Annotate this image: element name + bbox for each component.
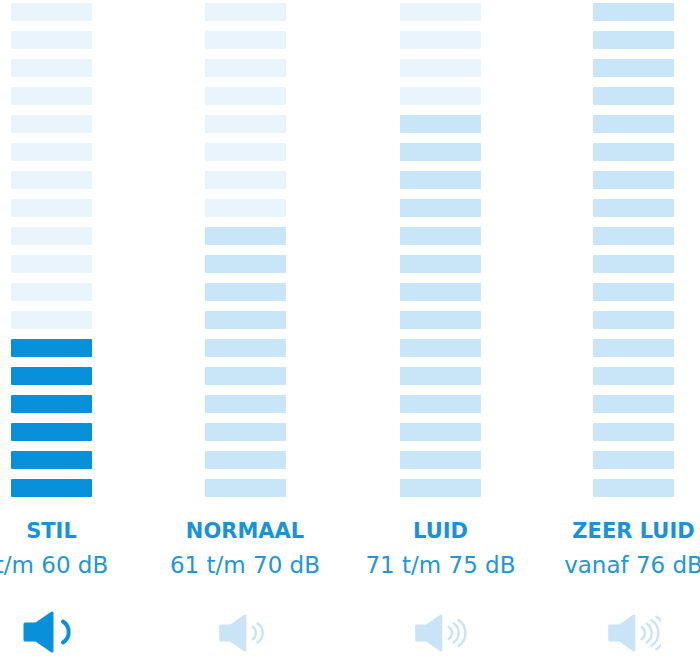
meter-segment — [593, 255, 674, 273]
meter-segment — [11, 87, 92, 105]
meter-segment — [593, 227, 674, 245]
meter-segment — [205, 311, 286, 329]
meter-segment — [205, 227, 286, 245]
category-label: NORMAAL — [186, 521, 304, 542]
meter-segment — [400, 451, 481, 469]
meter-segment — [205, 423, 286, 441]
meter-segment — [400, 87, 481, 105]
category-label: STIL — [26, 521, 77, 542]
meter-segment — [593, 115, 674, 133]
category-label: LUID — [413, 521, 468, 542]
meter-segment — [11, 479, 92, 497]
meter-segment — [400, 199, 481, 217]
category-label: ZEER LUID — [572, 521, 694, 542]
meter-segment — [205, 87, 286, 105]
meter-segment — [400, 3, 481, 21]
meter-segment — [205, 339, 286, 357]
meter-column-stil: STILt/m 60 dB — [11, 0, 92, 656]
meter-segment — [400, 479, 481, 497]
meter-segment — [400, 255, 481, 273]
meter-segment — [400, 283, 481, 301]
meter-segment — [205, 171, 286, 189]
meter-segment — [400, 395, 481, 413]
meter-segment — [593, 283, 674, 301]
meter-segment — [11, 283, 92, 301]
meter-segment — [400, 143, 481, 161]
meter-segment — [11, 199, 92, 217]
meter-segment — [205, 3, 286, 21]
noise-level-chart: STILt/m 60 dBNORMAAL61 t/m 70 dBLUID71 t… — [0, 0, 700, 656]
meter-segment — [205, 395, 286, 413]
meter-segment — [11, 311, 92, 329]
meter-segment — [400, 339, 481, 357]
meter-segment — [400, 311, 481, 329]
range-label: vanaf 76 dB — [564, 554, 700, 577]
meter-segment — [400, 115, 481, 133]
meter-segment — [11, 115, 92, 133]
meter-segment — [593, 367, 674, 385]
meter-segment — [593, 171, 674, 189]
meter-segment — [400, 59, 481, 77]
meter-segment — [593, 451, 674, 469]
range-label: t/m 60 dB — [0, 554, 108, 577]
meter-segment — [400, 227, 481, 245]
meter-segment — [11, 143, 92, 161]
meter-segment — [593, 3, 674, 21]
meter-segment — [205, 479, 286, 497]
meter-segment — [400, 423, 481, 441]
meter-segment — [593, 479, 674, 497]
meter-column-luid: LUID71 t/m 75 dB — [400, 0, 481, 656]
meter-segment — [400, 367, 481, 385]
meter-segment — [11, 3, 92, 21]
meter-segment — [593, 199, 674, 217]
meter-segment — [205, 199, 286, 217]
meter-segment — [593, 87, 674, 105]
meter-segment — [205, 143, 286, 161]
meter-segment — [11, 339, 92, 357]
meter-segment — [11, 423, 92, 441]
meter-segment — [205, 451, 286, 469]
range-label: 71 t/m 75 dB — [365, 554, 515, 577]
meter-segment — [205, 283, 286, 301]
meter-segment — [205, 115, 286, 133]
meter-segment — [205, 367, 286, 385]
meter-segment — [205, 255, 286, 273]
meter-segment — [593, 339, 674, 357]
meter-segment — [400, 171, 481, 189]
meter-segment — [593, 143, 674, 161]
range-label: 61 t/m 70 dB — [170, 554, 320, 577]
meter-segment — [11, 59, 92, 77]
meter-segment — [11, 227, 92, 245]
meter-segment — [593, 59, 674, 77]
meter-column-zeer-luid: ZEER LUIDvanaf 76 dB — [593, 0, 674, 656]
speaker-icon-4-waves — [606, 614, 660, 656]
meter-segment — [205, 31, 286, 49]
meter-segment — [593, 423, 674, 441]
meter-segment — [593, 31, 674, 49]
speaker-icon-2-waves — [218, 614, 272, 656]
meter-segment — [593, 311, 674, 329]
meter-segment — [11, 31, 92, 49]
speaker-icon-1-waves — [22, 611, 82, 656]
meter-segment — [11, 367, 92, 385]
meter-segment — [593, 395, 674, 413]
meter-segment — [11, 395, 92, 413]
meter-segment — [205, 59, 286, 77]
speaker-icon-3-waves — [413, 614, 467, 656]
meter-segment — [400, 31, 481, 49]
meter-segment — [11, 255, 92, 273]
meter-segment — [11, 171, 92, 189]
meter-segment — [11, 451, 92, 469]
meter-column-normaal: NORMAAL61 t/m 70 dB — [205, 0, 286, 656]
